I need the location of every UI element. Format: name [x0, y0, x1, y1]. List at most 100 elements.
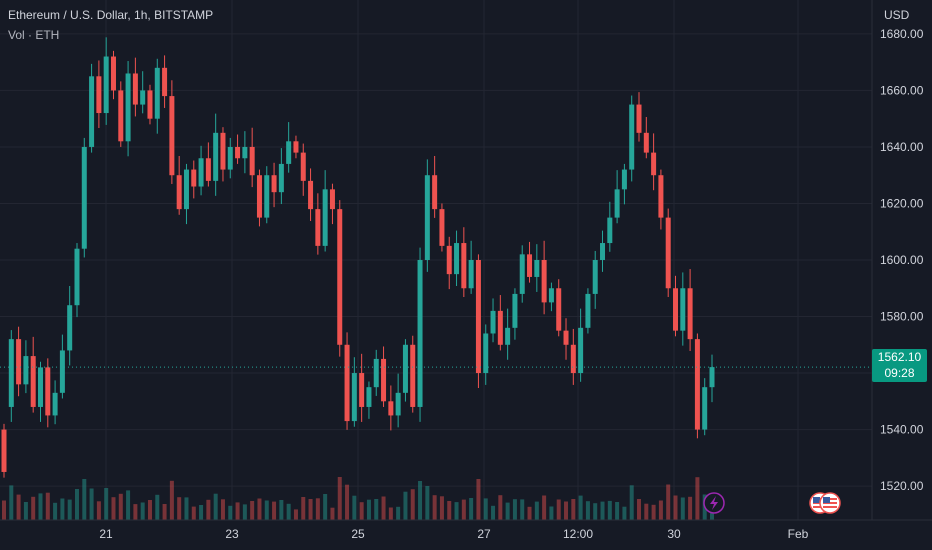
candle-body[interactable] — [694, 339, 700, 430]
candle-body[interactable] — [110, 56, 116, 91]
candle-body[interactable] — [461, 243, 467, 289]
candle-body[interactable] — [8, 339, 14, 407]
candle-body[interactable] — [454, 243, 460, 275]
candle-body[interactable] — [621, 169, 627, 190]
candle-body[interactable] — [381, 358, 387, 402]
candle-body[interactable] — [592, 260, 598, 294]
candle-body[interactable] — [490, 310, 496, 334]
candle-body[interactable] — [300, 152, 306, 181]
candle-body[interactable] — [315, 209, 321, 246]
candle-body[interactable] — [600, 243, 606, 260]
candle-body[interactable] — [147, 90, 153, 119]
candle-body[interactable] — [548, 288, 554, 303]
candle-body[interactable] — [709, 367, 715, 388]
candle-body[interactable] — [483, 333, 489, 374]
candle-body[interactable] — [213, 132, 219, 181]
candle-body[interactable] — [475, 260, 481, 374]
candle-body[interactable] — [643, 132, 649, 153]
candle-body[interactable] — [680, 288, 686, 331]
candle-body[interactable] — [512, 293, 518, 328]
candle-body[interactable] — [607, 217, 613, 244]
candle-body[interactable] — [271, 175, 277, 193]
candle-body[interactable] — [256, 175, 262, 218]
candle-body[interactable] — [570, 344, 576, 374]
candle-body[interactable] — [1, 429, 7, 472]
candle-body[interactable] — [373, 358, 379, 388]
time-axis[interactable]: 21 23 25 27 12:00 30 Feb — [99, 527, 808, 541]
candle-body[interactable] — [329, 189, 335, 210]
candle-body[interactable] — [286, 141, 292, 164]
candle-body[interactable] — [81, 146, 87, 249]
candle-body[interactable] — [702, 387, 708, 430]
candle-body[interactable] — [468, 260, 474, 289]
candle-body[interactable] — [359, 373, 365, 407]
candle-body[interactable] — [505, 327, 511, 345]
candle-body[interactable] — [132, 73, 138, 105]
candle-body[interactable] — [673, 288, 679, 331]
candle-body[interactable] — [103, 56, 109, 114]
candle-body[interactable] — [687, 288, 693, 340]
candle-body[interactable] — [205, 158, 211, 181]
candle-body[interactable] — [293, 141, 299, 153]
candle-body[interactable] — [665, 217, 671, 289]
candle-body[interactable] — [446, 245, 452, 275]
lightning-icon[interactable] — [703, 492, 725, 514]
candle-body[interactable] — [337, 209, 343, 345]
candle-body[interactable] — [424, 175, 430, 260]
candle-body[interactable] — [410, 344, 416, 407]
candle-body[interactable] — [52, 392, 58, 416]
candle-body[interactable] — [417, 260, 423, 407]
candle-body[interactable] — [651, 152, 657, 176]
us-flag-icon[interactable] — [819, 492, 841, 514]
candle-body[interactable] — [154, 67, 160, 119]
candle-body[interactable] — [23, 356, 29, 385]
candle-body[interactable] — [322, 189, 328, 246]
candle-body[interactable] — [235, 146, 241, 159]
candle-body[interactable] — [308, 180, 314, 210]
candle-body[interactable] — [242, 146, 248, 159]
candle-body[interactable] — [89, 76, 95, 147]
candle-body[interactable] — [118, 90, 124, 142]
candle-body[interactable] — [432, 175, 438, 210]
candle-body[interactable] — [125, 73, 131, 142]
price-axis[interactable]: 1680.00 1660.00 1640.00 1620.00 1600.00 1580.… — [880, 27, 924, 493]
candle-body[interactable] — [198, 158, 204, 187]
candle-body[interactable] — [585, 293, 591, 328]
candle-body[interactable] — [278, 163, 284, 193]
candle-body[interactable] — [59, 350, 65, 393]
candlestick-series[interactable] — [1, 37, 715, 478]
candle-body[interactable] — [519, 254, 525, 294]
candle-body[interactable] — [636, 104, 642, 133]
candle-body[interactable] — [614, 189, 620, 218]
candle-body[interactable] — [388, 401, 394, 416]
candle-body[interactable] — [264, 175, 270, 218]
candle-body[interactable] — [169, 96, 175, 176]
candle-body[interactable] — [541, 260, 547, 303]
candle-body[interactable] — [556, 288, 562, 331]
candle-body[interactable] — [74, 248, 80, 306]
candle-body[interactable] — [497, 310, 503, 345]
candle-body[interactable] — [439, 209, 445, 246]
candle-body[interactable] — [366, 387, 372, 407]
candle-body[interactable] — [183, 169, 189, 210]
candle-body[interactable] — [67, 305, 73, 351]
candle-body[interactable] — [351, 373, 357, 422]
candle-body[interactable] — [96, 76, 102, 114]
candle-body[interactable] — [176, 175, 182, 210]
candle-body[interactable] — [629, 104, 635, 170]
candle-body[interactable] — [534, 260, 540, 277]
currency-label[interactable]: USD — [884, 8, 910, 22]
candle-body[interactable] — [578, 327, 584, 374]
candle-body[interactable] — [527, 254, 533, 277]
candle-body[interactable] — [658, 175, 664, 218]
candle-body[interactable] — [249, 146, 255, 176]
candle-body[interactable] — [162, 67, 168, 97]
candle-body[interactable] — [395, 392, 401, 416]
candle-body[interactable] — [344, 344, 350, 422]
candle-body[interactable] — [563, 330, 569, 345]
candle-body[interactable] — [140, 90, 146, 105]
candle-body[interactable] — [191, 169, 197, 187]
candle-body[interactable] — [16, 339, 22, 385]
candle-body[interactable] — [402, 344, 408, 393]
